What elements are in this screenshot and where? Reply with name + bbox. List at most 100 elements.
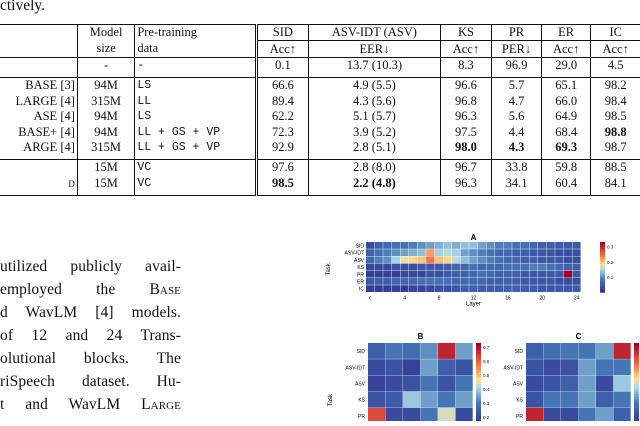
heatmap-c-colorbar-seg — [634, 372, 639, 376]
heatmap-a-cell — [477, 242, 486, 249]
heatmap-c-colorbar-seg — [634, 415, 639, 419]
heatmap-a-cell — [469, 263, 478, 271]
spacer-cell — [254, 73, 309, 78]
colorbar-a-seg — [600, 248, 605, 251]
row-value: 96.3 — [439, 175, 492, 191]
row-value: 69.3 — [540, 139, 591, 156]
heatmap-c-colorbar-seg — [634, 418, 639, 422]
heatmap-a-cell — [486, 249, 495, 256]
heatmap-a-cell — [486, 270, 495, 278]
heatmap-c-cell — [561, 407, 579, 424]
heatmap-a-cell — [520, 263, 529, 271]
row-value: 3.9 (5.2) — [308, 124, 441, 140]
heatmap-a-cell — [374, 263, 383, 271]
heatmap-a-cell — [443, 249, 452, 256]
heatmap-b-colorbar-seg — [476, 361, 481, 365]
heatmap-a-cell — [538, 263, 547, 271]
heatmap-b-colorbar-seg — [476, 378, 481, 382]
heatmap-a-cell — [572, 278, 581, 285]
heatmap-c-colorbar-seg — [634, 348, 639, 352]
heatmap-b-cell — [368, 407, 386, 424]
row-model-name: d — [68, 175, 75, 190]
heatmap-a-cell — [366, 256, 375, 264]
heatmap-a-xtick: 24 — [574, 295, 580, 301]
heatmap-c-colorbar-seg — [634, 402, 639, 406]
group-spacer — [0, 73, 640, 78]
heatmap-a-cell — [555, 270, 564, 278]
heatmap-c-cell — [613, 359, 631, 376]
heatmap-a-cell — [391, 256, 400, 264]
heatmap-c-colorbar-seg — [634, 361, 639, 365]
heatmap-a-cell — [434, 285, 443, 292]
row-value: 4.7 — [491, 93, 542, 109]
row-value: 98.5 — [590, 108, 640, 125]
heatmap-a-cell — [563, 256, 572, 264]
colorbar-a-seg — [600, 250, 605, 253]
heatmap-b-cell — [385, 375, 403, 392]
heatmap-a-cell — [546, 270, 555, 278]
heatmap-b-ylabel: Task — [328, 393, 334, 406]
heatmap-b-colorbar-tick: 0.6 — [483, 359, 490, 364]
row-model-size: 94M — [76, 124, 135, 140]
heatmap-c-cell — [526, 407, 544, 424]
heatmap-a-cell — [366, 242, 375, 249]
spacer-cell — [540, 155, 591, 160]
colorbar-a-seg — [600, 245, 605, 248]
spacer-cell — [491, 73, 542, 78]
heatmap-a-cell — [391, 278, 400, 285]
heatmap-a-cell — [538, 285, 547, 292]
heatmap-c-cell — [526, 391, 544, 408]
heatmap-b-cell — [403, 375, 421, 392]
heatmap-a-xtick: 4 — [403, 295, 406, 301]
group-spacer — [0, 155, 640, 160]
heatmap-a-cell — [391, 242, 400, 249]
heatmap-a-cell — [417, 270, 426, 278]
heatmap-a-cell — [383, 256, 392, 264]
heatmap-a-task-label: IC — [359, 287, 364, 293]
heatmap-a-cell — [546, 256, 555, 264]
heatmap-a-cell — [538, 278, 547, 285]
heatmap-a-cell — [426, 249, 435, 256]
heatmap-b-task-label: KS — [358, 398, 365, 404]
heatmap-a-cell — [529, 278, 538, 285]
heatmap-a-cell — [503, 285, 512, 292]
header-model-cell — [0, 25, 77, 41]
heatmap-a-cell — [546, 285, 555, 292]
row-value: 96.7 — [439, 159, 492, 176]
table-bottom-rule — [591, 195, 640, 197]
heatmap-b-colorbar-seg — [476, 405, 481, 409]
heatmap-a-cell — [391, 249, 400, 256]
spacer-cell — [76, 155, 135, 160]
row-value: 92.9 — [254, 139, 309, 156]
heatmap-c-cell — [578, 359, 596, 376]
heatmap-a-task-label: ER — [357, 280, 364, 286]
colorbar-a-tick: 0.2 — [607, 260, 614, 265]
table-row: 15M VC 97.6 2.8 (8.0) 96.7 33.8 59.8 88.5 — [0, 159, 640, 176]
results-table: Model Pre-training SID ASV-IDT (ASV) KS PR ER I… — [0, 24, 640, 197]
table-bottom-rule — [77, 195, 134, 197]
heatmap-a-cell — [563, 278, 572, 285]
heatmap-a-cell — [486, 242, 495, 249]
heatmap-a-cell — [469, 242, 478, 249]
colorbar-a-seg — [600, 265, 605, 268]
table-row: BASE [3] 94M LS 66.6 4.9 (5.5) 96.6 5.7 65.1 98.… — [0, 77, 640, 94]
row-model-size: 94M — [76, 108, 135, 125]
heatmap-b-title: B — [418, 332, 424, 341]
heatmap-b-cell — [420, 343, 438, 359]
heatmap-b-cell — [368, 343, 386, 359]
heatmap-c-colorbar-seg — [634, 370, 639, 373]
header-metric: Acc↑ — [254, 40, 309, 58]
spacer-cell — [491, 190, 542, 196]
heatmap-a-cell — [443, 285, 452, 292]
table-bottom-rule — [541, 195, 591, 197]
heatmap-a-cell — [366, 285, 375, 292]
heatmap-b-colorbar-seg — [476, 367, 481, 371]
heatmap-a-cell — [366, 263, 375, 271]
heatmap-a-cell — [555, 278, 564, 285]
heatmap-a-cell — [486, 263, 495, 271]
heatmap-c-cell — [543, 359, 561, 376]
heatmap-a-cell — [460, 270, 469, 278]
heatmap-c-colorbar-seg — [634, 383, 639, 387]
heatmap-c-cell — [578, 375, 596, 392]
heatmap-a-cell — [434, 270, 443, 278]
